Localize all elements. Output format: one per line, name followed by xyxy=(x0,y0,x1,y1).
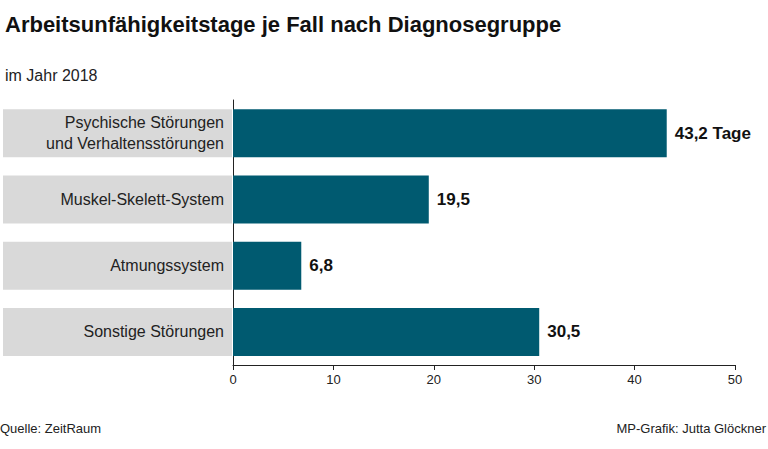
svg-text:0: 0 xyxy=(229,372,236,387)
svg-text:Psychische Störungen: Psychische Störungen xyxy=(65,114,224,131)
svg-text:Muskel-Skelett-System: Muskel-Skelett-System xyxy=(60,191,224,208)
svg-text:43,2 Tage: 43,2 Tage xyxy=(675,124,751,143)
svg-text:Arbeitsunfähigkeitstage je Fal: Arbeitsunfähigkeitstage je Fall nach Dia… xyxy=(5,12,561,37)
svg-text:Atmungssystem: Atmungssystem xyxy=(110,257,224,274)
svg-text:im Jahr 2018: im Jahr 2018 xyxy=(5,67,98,84)
svg-text:30,5: 30,5 xyxy=(547,322,580,341)
svg-text:10: 10 xyxy=(326,372,340,387)
svg-text:50: 50 xyxy=(728,372,742,387)
svg-text:30: 30 xyxy=(527,372,541,387)
svg-text:40: 40 xyxy=(627,372,641,387)
svg-text:MP-Grafik: Jutta Glöckner: MP-Grafik: Jutta Glöckner xyxy=(616,421,766,436)
svg-text:6,8: 6,8 xyxy=(309,256,333,275)
svg-text:19,5: 19,5 xyxy=(437,190,470,209)
svg-text:und Verhaltensstörungen: und Verhaltensstörungen xyxy=(46,135,224,152)
svg-text:Quelle: ZeitRaum: Quelle: ZeitRaum xyxy=(0,421,101,436)
svg-text:20: 20 xyxy=(427,372,441,387)
svg-text:Sonstige Störungen: Sonstige Störungen xyxy=(83,323,224,340)
